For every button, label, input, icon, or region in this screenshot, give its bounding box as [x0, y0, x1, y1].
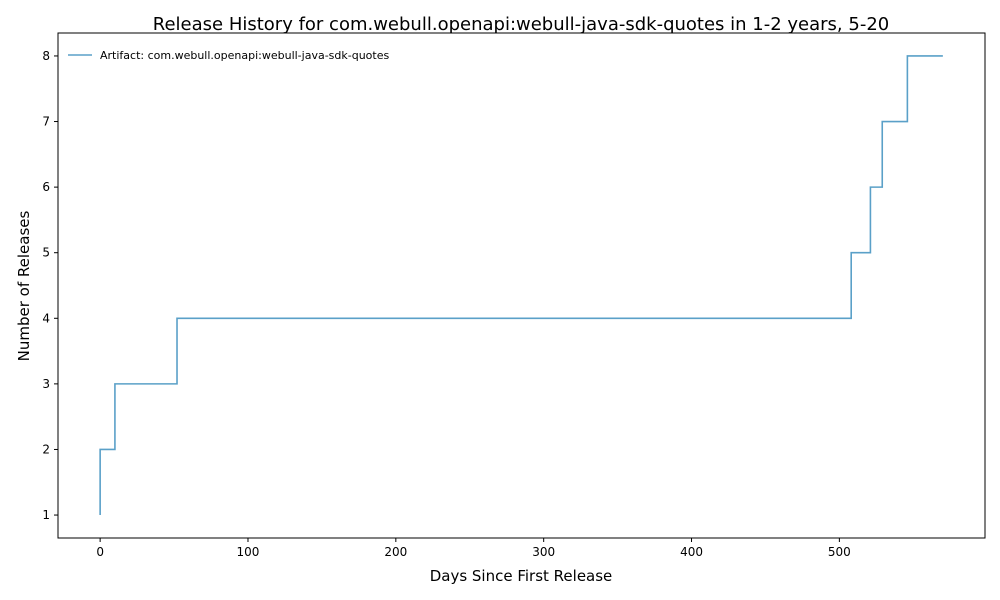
- legend-label: Artifact: com.webull.openapi:webull-java…: [100, 49, 389, 62]
- x-tick-label: 300: [532, 545, 555, 559]
- y-tick-label: 6: [42, 180, 50, 194]
- x-tick-label: 200: [384, 545, 407, 559]
- y-tick-label: 1: [42, 508, 50, 522]
- y-tick-label: 5: [42, 246, 50, 260]
- x-axis: 0 100 200 300 400 500: [96, 538, 851, 559]
- y-tick-label: 7: [42, 115, 50, 129]
- series-line: [99, 55, 943, 516]
- x-axis-label: Days Since First Release: [430, 567, 613, 585]
- chart-title: Release History for com.webull.openapi:w…: [153, 14, 889, 35]
- y-axis-label: Number of Releases: [15, 210, 33, 361]
- legend: Artifact: com.webull.openapi:webull-java…: [68, 49, 389, 62]
- plot-frame: [57, 32, 986, 539]
- x-tick-label: 400: [680, 545, 703, 559]
- y-tick-label: 3: [42, 377, 50, 391]
- y-axis: 1 2 3 4 5 6 7 8: [42, 49, 58, 522]
- x-tick-label: 0: [96, 545, 104, 559]
- x-tick-label: 100: [237, 545, 260, 559]
- series-layer: [99, 55, 943, 516]
- y-tick-label: 2: [42, 442, 50, 456]
- y-tick-label: 4: [42, 311, 50, 325]
- y-tick-label: 8: [42, 49, 50, 63]
- x-tick-label: 500: [828, 545, 851, 559]
